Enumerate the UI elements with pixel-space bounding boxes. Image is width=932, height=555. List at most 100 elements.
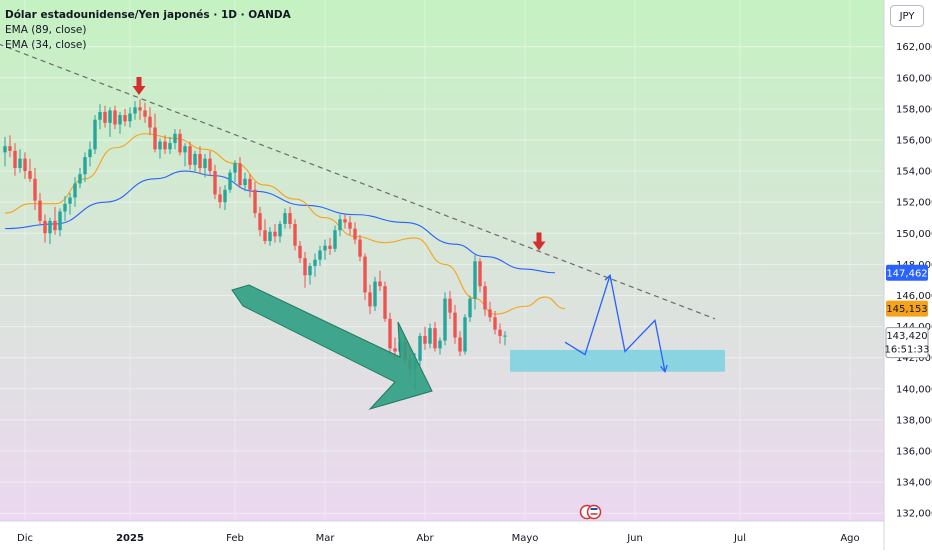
candle [298, 241, 302, 263]
price-badges: 147,462 145,153 143,420 16:51:33 [885, 264, 930, 359]
candle [453, 304, 457, 344]
candle [303, 251, 307, 288]
candle-body [108, 110, 112, 123]
candle-body [73, 183, 77, 198]
candle [98, 104, 102, 130]
candle [138, 99, 142, 120]
big-down-arrow [231, 284, 433, 410]
price-tick-label: 154,000 [896, 167, 932, 178]
candle-body [128, 113, 132, 122]
candle-body [433, 328, 437, 349]
candle [188, 141, 192, 170]
candle-body [358, 239, 362, 257]
time-tick-label: Mar [316, 533, 336, 544]
candle-body [88, 149, 92, 158]
candle-body [458, 337, 462, 352]
candle [118, 111, 122, 134]
candle [278, 220, 282, 243]
candle [243, 172, 247, 192]
candle [78, 167, 82, 189]
candle [308, 262, 312, 285]
countdown-badge: 16:51:33 [885, 345, 930, 356]
candle [373, 276, 377, 312]
candle-body [8, 146, 12, 151]
candle [493, 311, 497, 335]
candle-body [18, 158, 22, 168]
ema-89-line [4, 170, 556, 274]
event-icons[interactable] [579, 504, 602, 520]
ema-34-label[interactable]: EMA (34, close) [5, 39, 87, 51]
candle-body [198, 153, 202, 168]
candle-body [328, 245, 332, 249]
candle-body [253, 189, 257, 214]
candle-body [58, 211, 62, 231]
candle-body [303, 258, 307, 276]
candle [488, 301, 492, 322]
candle-body [118, 115, 122, 125]
candle [348, 216, 352, 235]
candle-body [13, 150, 17, 168]
candle-body [23, 158, 27, 172]
candle [333, 225, 337, 252]
time-axis[interactable]: Dic 2025 Feb Mar Abr Mayo Jun Jul Ago [0, 520, 884, 544]
candle [388, 312, 392, 355]
candle-body [428, 328, 432, 344]
candle [163, 135, 167, 154]
candle-body [333, 230, 337, 249]
candle [238, 157, 242, 189]
candle-body [223, 189, 227, 203]
candle [18, 149, 22, 173]
candle-body [283, 213, 287, 224]
candle [503, 331, 507, 346]
candle-body [343, 219, 347, 223]
time-tick-label: Dic [17, 533, 33, 544]
currency-button[interactable]: JPY [890, 5, 924, 27]
candle [228, 169, 232, 193]
marker-arrows [132, 76, 546, 251]
candle [288, 206, 292, 229]
candle [448, 290, 452, 319]
candle [378, 270, 382, 291]
price-tick-label: 150,000 [896, 229, 932, 240]
candle [203, 153, 207, 178]
candle [343, 214, 347, 229]
candle-body [83, 157, 87, 175]
down-marker-arrow [132, 76, 146, 95]
candle-body [93, 119, 97, 150]
candle-body [3, 146, 7, 153]
candle [478, 258, 482, 293]
ema-34-price-badge-bg [886, 300, 928, 317]
candle-body [373, 281, 377, 307]
candle-body [463, 317, 467, 352]
price-tick-label: 138,000 [896, 415, 932, 426]
candle [168, 136, 172, 154]
candle [63, 195, 67, 221]
candle [83, 152, 87, 182]
ema-89-label[interactable]: EMA (89, close) [5, 24, 87, 36]
candle-body [273, 231, 277, 237]
candle [123, 108, 127, 126]
symbol-title[interactable]: Dólar estadounidense/Yen japonés · 1D · … [5, 9, 291, 21]
candle-body [28, 171, 32, 179]
candle [8, 135, 12, 158]
us-flag-event-icon[interactable] [586, 504, 602, 520]
candle [218, 186, 222, 209]
price-tick-label: 160,000 [896, 73, 932, 84]
candle [273, 223, 277, 243]
candle-body [383, 286, 387, 319]
candle-body [423, 335, 427, 344]
target-zone-rect [510, 349, 725, 372]
candle [58, 208, 62, 237]
candle [53, 206, 57, 235]
ema-34-price-badge: 145,153 [886, 304, 927, 315]
candle [338, 214, 342, 237]
candle [253, 181, 257, 218]
candle-body [468, 298, 472, 318]
candle [323, 239, 327, 260]
candle [268, 227, 272, 246]
price-tick-label: 142,000 [896, 353, 932, 364]
candle-body [473, 261, 477, 299]
candle [483, 281, 487, 316]
